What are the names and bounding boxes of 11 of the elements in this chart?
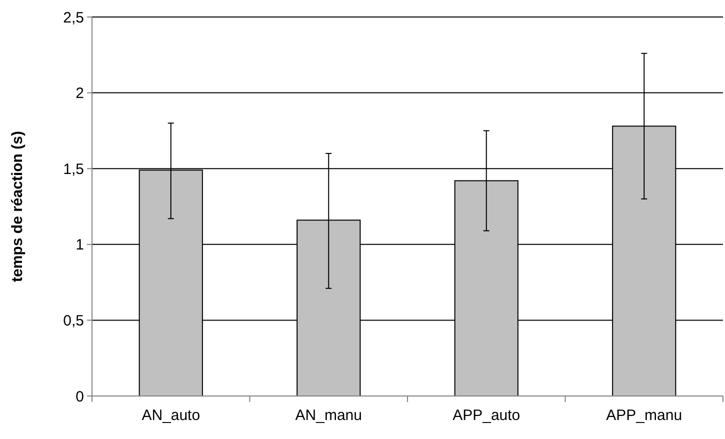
y-tick-label: 1,5 (63, 160, 84, 178)
y-tick-label: 0 (76, 388, 84, 406)
y-tick-label: 2 (76, 85, 84, 102)
y-tick-label: 1 (76, 236, 84, 254)
x-tick-label: AN_manu (295, 407, 362, 424)
x-tick-label: APP_auto (452, 407, 520, 424)
y-axis-title: temps de réaction (s) (9, 131, 26, 282)
y-tick-label: 0,5 (63, 312, 84, 330)
y-tick-label: 2,5 (63, 9, 84, 26)
x-tick-label: APP_manu (606, 407, 682, 424)
x-tick-label: AN_auto (142, 407, 200, 424)
